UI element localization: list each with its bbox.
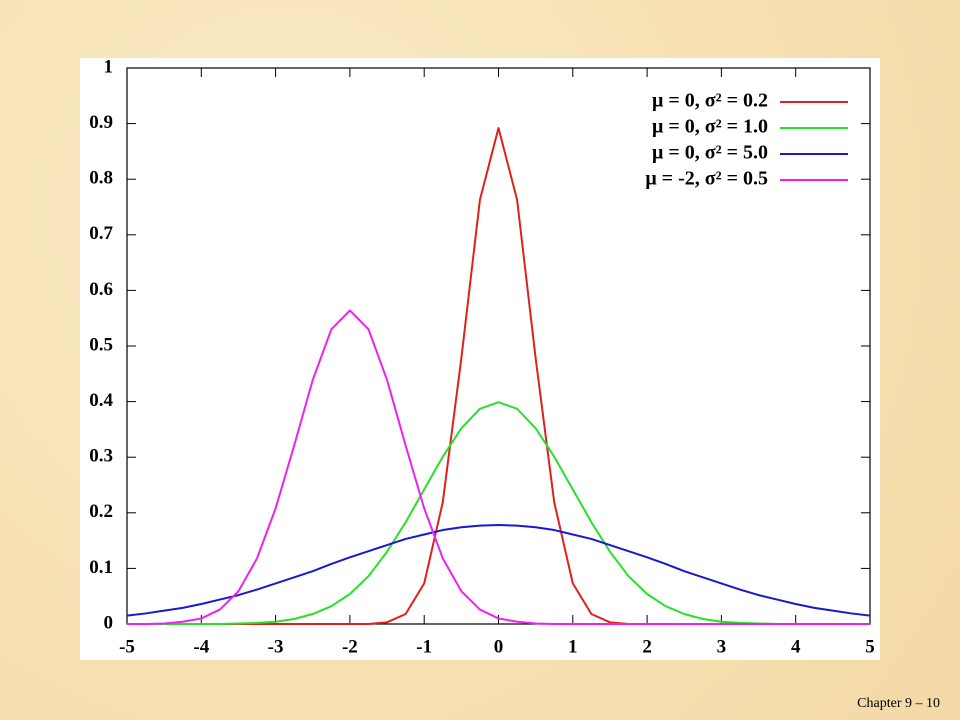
x-tick-label: 3 bbox=[717, 636, 727, 657]
y-tick-label: 0.4 bbox=[89, 390, 113, 411]
x-tick-label: -4 bbox=[193, 636, 209, 657]
y-tick-label: 0.2 bbox=[89, 501, 113, 522]
y-tick-label: 0.3 bbox=[89, 446, 113, 467]
x-tick-label: 5 bbox=[865, 636, 875, 657]
series-line bbox=[127, 309, 870, 625]
x-tick-label: -3 bbox=[268, 636, 284, 657]
y-tick-label: 0.9 bbox=[89, 112, 113, 133]
legend-label: μ = -2, σ² = 0.5 bbox=[645, 168, 768, 190]
x-tick-label: 1 bbox=[568, 636, 578, 657]
y-tick-label: 0.1 bbox=[89, 557, 113, 578]
y-tick-label: 0 bbox=[104, 612, 114, 633]
legend-label: μ = 0, σ² = 1.0 bbox=[652, 116, 768, 138]
x-tick-label: -5 bbox=[119, 636, 135, 657]
y-tick-label: 0.5 bbox=[89, 334, 113, 355]
x-tick-label: 4 bbox=[791, 636, 801, 657]
series-line bbox=[126, 524, 871, 617]
y-tick-label: 0.6 bbox=[89, 279, 113, 300]
y-tick-label: 1 bbox=[104, 56, 114, 77]
legend-label: μ = 0, σ² = 0.2 bbox=[652, 90, 768, 112]
y-tick-label: 0.7 bbox=[89, 223, 113, 244]
plot-panel bbox=[80, 58, 880, 660]
legend-label: μ = 0, σ² = 5.0 bbox=[652, 142, 768, 164]
x-tick-label: -2 bbox=[342, 636, 358, 657]
x-tick-label: 0 bbox=[494, 636, 504, 657]
x-tick-label: 2 bbox=[642, 636, 652, 657]
y-tick-label: 0.8 bbox=[89, 168, 113, 189]
x-tick-label: -1 bbox=[416, 636, 432, 657]
footer: Chapter 9 – 10 bbox=[857, 696, 940, 711]
